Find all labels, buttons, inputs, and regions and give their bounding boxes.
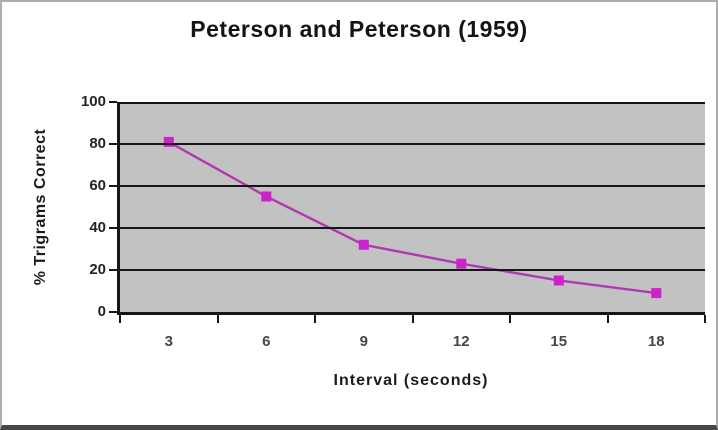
x-tick-mark bbox=[704, 315, 706, 323]
y-tick-label: 0 bbox=[97, 303, 106, 320]
y-tick-label: 40 bbox=[89, 219, 106, 236]
line-series-svg bbox=[163, 136, 662, 299]
y-tick-label: 60 bbox=[89, 177, 106, 194]
series-line bbox=[168, 140, 657, 295]
x-tick-label: 6 bbox=[262, 333, 271, 350]
data-point-marker bbox=[358, 239, 369, 250]
data-point-marker bbox=[163, 136, 174, 147]
data-point-marker bbox=[456, 258, 467, 269]
x-tick-label: 9 bbox=[359, 333, 368, 350]
gridline bbox=[120, 185, 705, 187]
x-tick-mark bbox=[119, 315, 121, 323]
y-tick-label: 80 bbox=[89, 135, 106, 152]
y-tick-mark bbox=[109, 143, 117, 145]
y-tick-mark bbox=[109, 269, 117, 271]
x-tick-label: 3 bbox=[164, 333, 173, 350]
gridline bbox=[120, 102, 705, 104]
data-point-marker bbox=[553, 275, 564, 286]
y-tick-label: 20 bbox=[89, 261, 106, 278]
gridline bbox=[120, 269, 705, 271]
x-tick-mark bbox=[411, 315, 414, 323]
x-tick-label: 18 bbox=[647, 333, 665, 350]
plot-area bbox=[117, 102, 705, 315]
data-point-marker bbox=[651, 288, 662, 299]
gridline bbox=[120, 143, 705, 145]
x-tick-label: 15 bbox=[550, 333, 568, 350]
data-point-marker bbox=[261, 191, 272, 202]
y-tick-mark bbox=[109, 311, 117, 313]
y-tick-mark bbox=[109, 185, 117, 187]
x-tick-label: 12 bbox=[452, 333, 470, 350]
x-tick-mark bbox=[314, 315, 316, 323]
x-axis-title: Interval (seconds) bbox=[333, 372, 489, 389]
y-tick-mark bbox=[109, 101, 117, 103]
y-tick-mark bbox=[109, 227, 117, 229]
chart-title: Peterson and Peterson (1959) bbox=[190, 16, 528, 42]
y-tick-label: 100 bbox=[80, 93, 106, 110]
x-tick-mark bbox=[509, 315, 511, 323]
x-tick-mark bbox=[216, 315, 219, 323]
gridline bbox=[120, 227, 705, 229]
x-tick-mark bbox=[606, 315, 609, 323]
